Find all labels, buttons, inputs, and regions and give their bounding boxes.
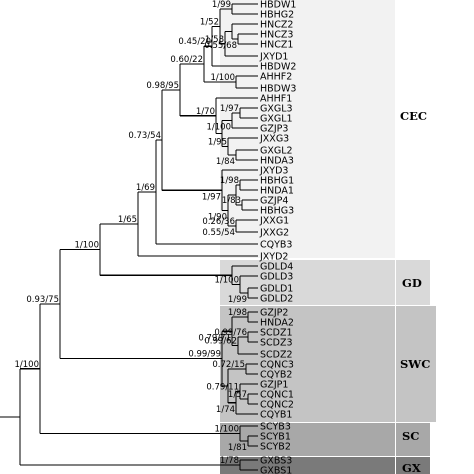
support-value: 1/95: [208, 138, 227, 148]
support-value: 1/100: [207, 123, 232, 133]
taxon-label: HBDW1: [260, 0, 296, 11]
support-value: 1/70: [196, 107, 215, 117]
support-value: 1/65: [118, 215, 137, 225]
support-value: 1/78: [220, 456, 239, 466]
taxon-label: HNCZ3: [260, 30, 293, 41]
support-value: 1/100: [215, 425, 240, 435]
taxon-label: HBDW2: [260, 62, 296, 73]
taxon-label: CQYB3: [260, 240, 292, 251]
taxon-label: HBDW3: [260, 84, 296, 95]
taxon-label: HNDA1: [260, 186, 294, 197]
support-value: 1/84: [216, 157, 235, 167]
taxon-label: GZJP2: [260, 308, 288, 319]
support-value: 0.55/68: [204, 41, 237, 51]
clade-label-gd: GD: [402, 276, 422, 290]
taxon-label: HNCZ1: [260, 40, 293, 51]
clade-labelbox-sc: [396, 423, 430, 456]
support-value: 1/52: [200, 17, 219, 27]
support-value: 1/90: [208, 213, 227, 223]
taxon-label: AHHF1: [260, 94, 292, 105]
taxon-label: CQNC3: [260, 360, 294, 371]
taxon-label: HNDA2: [260, 318, 294, 329]
taxon-label: HBHG2: [260, 10, 294, 21]
clade-box-sc: [220, 423, 395, 456]
taxon-label: SCDZ1: [260, 328, 293, 339]
support-value: 1/100: [75, 241, 100, 251]
taxon-label: SCYB2: [260, 442, 291, 453]
taxon-label: GDLD2: [260, 294, 293, 305]
clade-label-swc: SWC: [400, 357, 430, 371]
support-value: 0.79/11: [206, 383, 239, 393]
taxon-label: SCYB1: [260, 432, 291, 443]
support-value: 0.45/20: [178, 37, 211, 47]
support-value: 1/81: [228, 443, 247, 453]
support-value: 1/97: [220, 104, 239, 114]
taxon-label: SCYB3: [260, 422, 291, 433]
taxon-label: GDLD3: [260, 272, 293, 283]
taxon-label: SCDZ3: [260, 338, 293, 349]
support-value: 1/99: [228, 295, 247, 305]
support-value: 1/74: [216, 405, 235, 415]
taxon-label: GXBS1: [260, 466, 292, 474]
clade-labelbox-cec: [395, 0, 474, 258]
taxon-label: GXGL3: [260, 104, 293, 115]
support-value: 1/98: [228, 308, 247, 318]
taxon-label: CQNC2: [260, 400, 294, 411]
support-value: 0.99/99: [188, 350, 221, 360]
taxon-label: HNDA3: [260, 156, 294, 167]
support-value: 1/57: [228, 390, 247, 400]
taxon-label: JXYD2: [259, 252, 288, 263]
support-value: 0.99/62: [204, 337, 237, 347]
taxon-label: JXXG3: [259, 134, 289, 145]
taxon-label: GDLD4: [260, 262, 293, 273]
support-value: 1/99: [212, 0, 231, 10]
support-value: 0.73/54: [128, 131, 161, 141]
support-value: 1/100: [211, 73, 236, 83]
taxon-label: CQYB2: [260, 370, 292, 381]
support-value: 0.26/36: [202, 217, 235, 227]
support-value: 1/83: [222, 196, 241, 206]
taxon-label: SCDZ2: [260, 350, 293, 361]
taxon-label: JXYD3: [259, 166, 288, 177]
clade-label-gx: GX: [402, 461, 421, 474]
support-value: 0.60/22: [170, 55, 203, 65]
clade-label-cec: CEC: [400, 109, 427, 123]
taxon-label: GDLD1: [260, 284, 293, 295]
support-value: 1/98: [220, 176, 239, 186]
taxon-label: JXXG2: [259, 228, 289, 239]
support-value: 0.99/76: [214, 328, 247, 338]
support-value: 1/69: [136, 183, 155, 193]
support-value: 0.98/95: [146, 81, 179, 91]
taxon-label: JXYD1: [259, 52, 288, 63]
taxon-label: HNCZ2: [260, 20, 293, 31]
clade-box-cec: [220, 0, 395, 258]
taxon-label: AHHF2: [260, 72, 292, 83]
taxon-label: GZJP4: [260, 196, 288, 207]
taxon-label: GXGL1: [260, 114, 293, 125]
taxon-label: CQNC1: [260, 390, 294, 401]
clade-labelbox-swc: [396, 306, 436, 422]
clade-labelbox-gd: [396, 260, 430, 305]
taxon-label: HBHG1: [260, 176, 294, 187]
taxon-label: HBHG3: [260, 206, 294, 217]
support-value: 0.55/54: [202, 228, 235, 238]
taxon-label: GXGL2: [260, 146, 293, 157]
taxon-label: GXBS3: [260, 456, 292, 467]
support-value: 1/97: [202, 192, 221, 202]
taxon-label: CQYB1: [260, 410, 292, 421]
support-value: 0.79/71: [198, 333, 231, 343]
support-value: 1/100: [215, 276, 240, 286]
taxon-label: GZJP3: [260, 124, 288, 135]
support-value: 1/100: [15, 360, 40, 370]
support-value: 0.72/15: [212, 360, 245, 370]
clade-labelbox-gx: [396, 457, 430, 474]
taxon-label: GZJP1: [260, 380, 288, 391]
support-value: 0.93/75: [26, 295, 59, 305]
support-value: 1/58: [205, 35, 224, 45]
clade-box-gx: [220, 457, 395, 474]
clade-label-sc: SC: [402, 429, 419, 443]
taxon-label: JXXG1: [259, 216, 289, 227]
